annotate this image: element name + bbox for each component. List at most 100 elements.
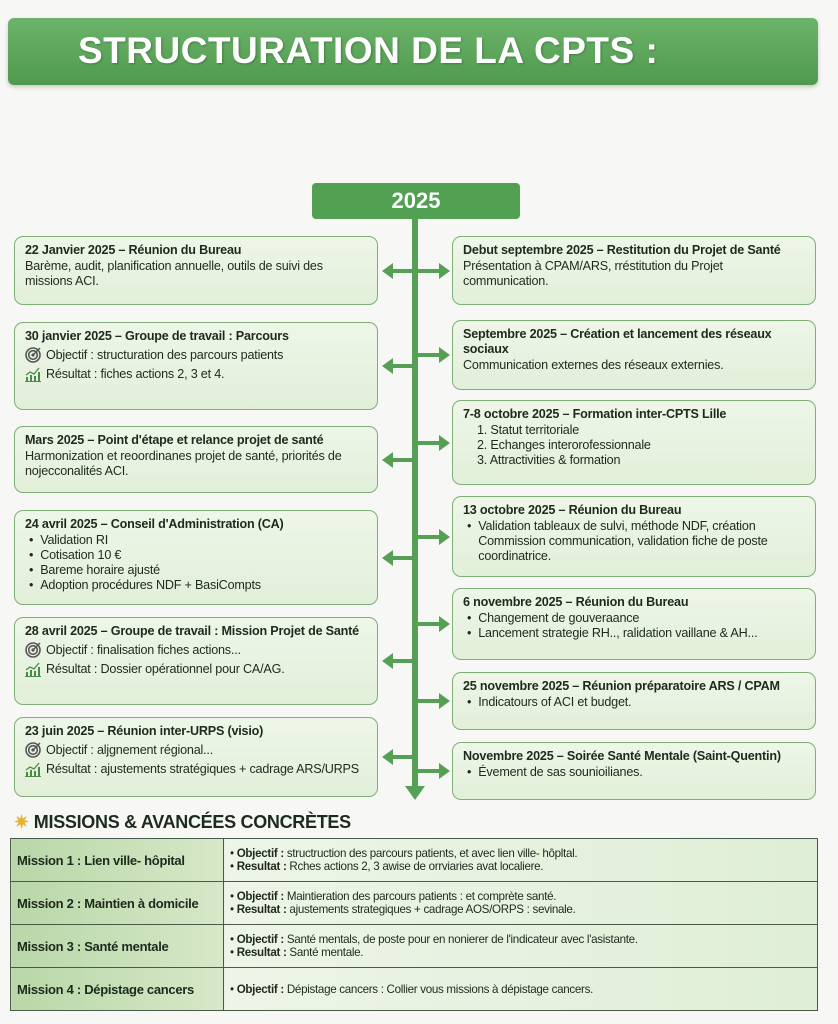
item-label: Objectif : [236, 982, 285, 996]
event-title: 28 avril 2025 – Groupe de travail : Miss… [25, 624, 359, 638]
mission-name: Mission 3 : Santé mentale [10, 924, 224, 968]
item-text: Rches actions 2, 3 awise de orrviaries a… [286, 860, 544, 873]
mission-item: • Objectif : Santé mentals, de poste pou… [230, 933, 811, 946]
event-description: Harmonization et reoordinanes projet de … [25, 449, 342, 478]
line-text: Objectif : finalisation fiches actions..… [46, 642, 241, 657]
bullet-icon: • [29, 533, 34, 547]
page-title: STRUCTURATION DE LA CPTS : [78, 30, 659, 71]
bullet-icon: • [230, 982, 237, 996]
item-text: Maintieration des parcours patients : et… [283, 890, 557, 903]
item-label: Resultat : [236, 860, 287, 873]
bullet-icon: • [467, 519, 472, 533]
item-label: Objectif : [236, 847, 285, 860]
event-card: 7-8 octobre 2025 – Formation inter-CPTS … [452, 400, 816, 485]
mission-details: • Objectif : Dépistage cancers : Collier… [223, 967, 818, 1011]
event-title: 30 janvier 2025 – Groupe de travail : Pa… [25, 329, 289, 343]
event-title: 25 novembre 2025 – Réunion préparatoire … [463, 679, 780, 693]
bullet-item: • Lancement strategie RH.., ralidation va… [463, 626, 805, 641]
arrow-left-icon [382, 653, 414, 669]
event-card: 28 avril 2025 – Groupe de travail : Miss… [14, 617, 378, 705]
bullet-icon: • [467, 611, 472, 625]
event-card: Novembre 2025 – Soirée Santé Mentale (Sa… [452, 742, 816, 800]
arrow-right-icon [416, 693, 450, 709]
item-text: ajustements strategiques + cadrage AOS/O… [286, 903, 576, 916]
numbered-item: 3. Attractivities & formation [477, 453, 621, 467]
numbered-item: 2. Echanges interorofessionnale [477, 438, 651, 452]
chart-growth-icon [25, 661, 41, 677]
missions-heading: ✷ MISSIONS & AVANCÉES CONCRÈTES [14, 812, 351, 833]
bullet-icon: • [29, 578, 34, 592]
objective-line: Objectif : finalisation fiches actions..… [25, 642, 367, 658]
bullet-icon: • [467, 695, 472, 709]
numbered-item: 1. Statut territoriale [477, 423, 579, 437]
bullet-item: • Validation tableaux de sulvi, méthode N… [463, 519, 805, 564]
line-text: Cotisation 10 € [40, 548, 122, 562]
line-text: Objectif : aljgnement régional... [46, 742, 214, 757]
arrow-right-icon [416, 528, 450, 545]
chart-growth-icon [25, 761, 41, 777]
event-card: 24 avril 2025 – Conseil d'Administration… [14, 510, 378, 605]
arrow-left-icon [382, 358, 414, 374]
event-title: 24 avril 2025 – Conseil d'Administration… [25, 517, 284, 531]
result-line: Résultat : ajustements stratégiques + ca… [25, 761, 367, 777]
bullet-item: • Adoption procédures NDF + BasiCompts [25, 578, 367, 593]
event-description: Barème, audit, planification annuelle, o… [25, 259, 323, 288]
arrow-left-icon [382, 262, 414, 279]
arrow-right-icon [416, 763, 450, 779]
bullet-item: • Validation RI [25, 533, 367, 548]
mission-item: • Objectif : structruction des parcours … [230, 847, 811, 860]
line-text: Adoption procédures NDF + BasiCompts [40, 578, 261, 592]
event-title: 6 novembre 2025 – Réunion du Bureau [463, 595, 689, 609]
mission-row: Mission 3 : Santé mentale • Objectif : Sa… [10, 924, 818, 968]
mission-item: • Resultat : Rches actions 2, 3 awise de… [230, 860, 811, 873]
item-label: Objectif : [236, 890, 285, 903]
line-text: Indicatours of ACI et budget. [478, 695, 632, 709]
arrow-left-icon [382, 451, 414, 468]
line-text: Évement de sas sounioilianes. [478, 765, 643, 779]
bullet-icon: • [467, 765, 472, 779]
event-card: 22 Janvier 2025 – Réunion du Bureau Barèm… [14, 236, 378, 305]
arrow-right-icon [416, 434, 450, 451]
event-description: Présentation à CPAM/ARS, rréstitution du… [463, 259, 723, 288]
event-card: 25 novembre 2025 – Réunion préparatoire … [452, 672, 816, 730]
bullet-icon: • [467, 626, 472, 640]
line-text: Bareme horaire ajusté [40, 563, 160, 577]
chart-growth-icon [25, 366, 41, 382]
mission-name: Mission 1 : Lien ville- hôpital [10, 838, 224, 882]
item-label: Resultat : [236, 946, 287, 959]
target-icon [25, 347, 41, 363]
event-card: 13 octobre 2025 – Réunion du Bureau • Vali… [452, 496, 816, 577]
item-text: structruction des parcours patients, et … [283, 847, 578, 860]
arrow-left-icon [382, 749, 414, 765]
line-text: Objectif : structuration des parcours pa… [46, 347, 284, 362]
event-title: Mars 2025 – Point d'étape et relance pro… [25, 433, 324, 447]
event-card: Debut septembre 2025 – Restitution du Pr… [452, 236, 816, 305]
line-text: Résultat : fiches actions 2, 3 et 4. [46, 366, 225, 381]
line-text: Lancement strategie RH.., ralidation vai… [478, 626, 758, 640]
event-title: 7-8 octobre 2025 – Formation inter-CPTS … [463, 407, 727, 421]
mission-details: • Objectif : Maintieration des parcours … [223, 881, 818, 925]
mission-item: • Objectif : Maintieration des parcours … [230, 890, 811, 903]
event-title: 22 Janvier 2025 – Réunion du Bureau [25, 243, 242, 257]
event-title: 23 juin 2025 – Réunion inter-URPS (visio… [25, 724, 264, 738]
mission-row: Mission 1 : Lien ville- hôpital • Objecti… [10, 838, 818, 882]
bullet-icon: • [29, 563, 34, 577]
item-text: Dépistage cancers : Collier vous mission… [283, 982, 594, 996]
title-banner: STRUCTURATION DE LA CPTS : [8, 18, 818, 85]
event-description: Communication externes des réseaux exter… [463, 358, 724, 372]
event-card: 30 janvier 2025 – Groupe de travail : Pa… [14, 322, 378, 410]
arrow-right-icon [416, 262, 450, 279]
line-text: Changement de gouveraance [478, 611, 640, 625]
mission-details: • Objectif : structruction des parcours … [223, 838, 818, 882]
mission-row: Mission 4 : Dépistage cancers • Objectif … [10, 967, 818, 1011]
mission-details: • Objectif : Santé mentals, de poste pou… [223, 924, 818, 968]
objective-line: Objectif : structuration des parcours pa… [25, 347, 367, 363]
event-title: Septembre 2025 – Création et lancement d… [463, 327, 772, 356]
arrow-left-icon [382, 549, 414, 566]
bullet-icon: • [29, 548, 34, 562]
bullet-icon: • [230, 933, 237, 946]
bullet-item: • Bareme horaire ajusté [25, 563, 367, 578]
event-title: 13 octobre 2025 – Réunion du Bureau [463, 503, 682, 517]
mission-name: Mission 2 : Maintien à domicile [10, 881, 224, 925]
bullet-item: • Changement de gouveraance [463, 611, 805, 626]
